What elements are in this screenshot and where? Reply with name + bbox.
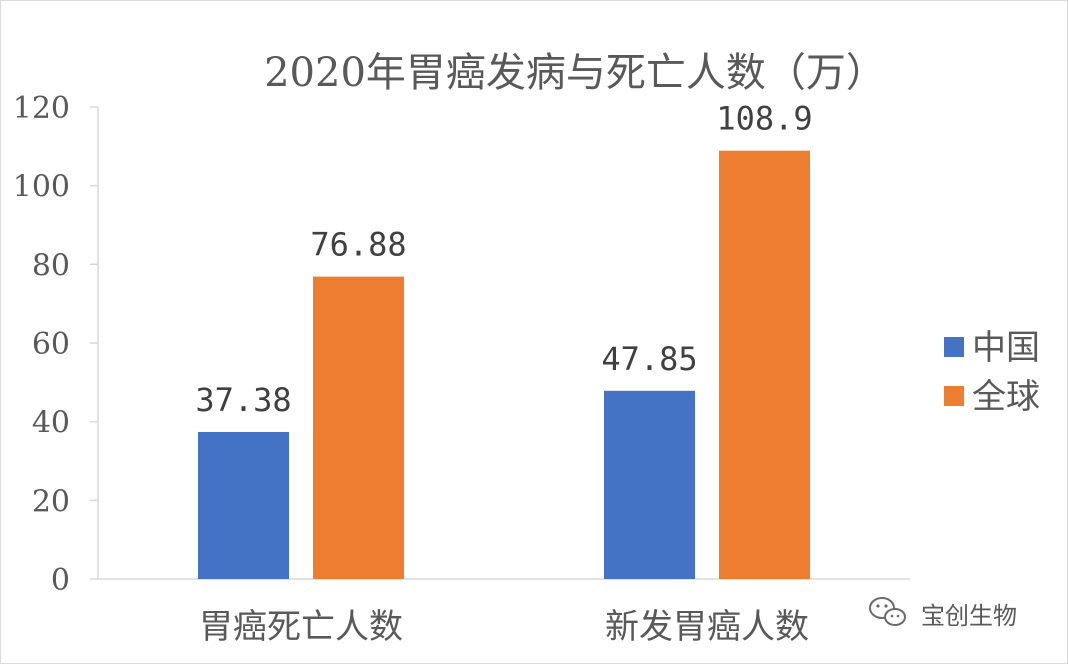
- bars: 37.38 76.88 47.85 108.9: [195, 100, 813, 579]
- bar: [313, 276, 404, 579]
- x-category-label: 胃癌死亡人数: [199, 607, 403, 647]
- y-tick-label: 40: [32, 406, 70, 441]
- bar-value-label: 37.38: [195, 381, 291, 419]
- legend-swatch: [944, 386, 964, 406]
- bar: [604, 390, 695, 579]
- y-tick-label: 100: [13, 170, 70, 205]
- bar: [198, 431, 289, 579]
- x-category-label: 新发胃癌人数: [605, 607, 809, 647]
- x-axis: 胃癌死亡人数 新发胃癌人数: [98, 578, 910, 647]
- y-tick-label: 120: [13, 91, 70, 126]
- wechat-icon: [869, 597, 906, 626]
- y-tick-label: 20: [32, 484, 70, 519]
- y-axis: 0 20 40 60 80 100 120: [13, 91, 99, 598]
- y-tick-label: 80: [32, 248, 70, 283]
- y-tick-label: 60: [32, 327, 70, 362]
- watermark: 宝创生物: [869, 597, 1017, 630]
- legend-label: 全球: [972, 377, 1040, 417]
- bar: [719, 150, 810, 579]
- chart-title: 2020年胃癌发病与死亡人数（万）: [264, 50, 886, 96]
- legend-label: 中国: [972, 328, 1040, 368]
- bar-value-label: 108.9: [716, 100, 812, 138]
- bar-value-label: 76.88: [310, 226, 406, 264]
- bar-value-label: 47.85: [601, 340, 697, 378]
- watermark-text: 宝创生物: [921, 602, 1017, 630]
- legend-swatch: [944, 337, 964, 357]
- y-tick-label: 0: [51, 563, 70, 598]
